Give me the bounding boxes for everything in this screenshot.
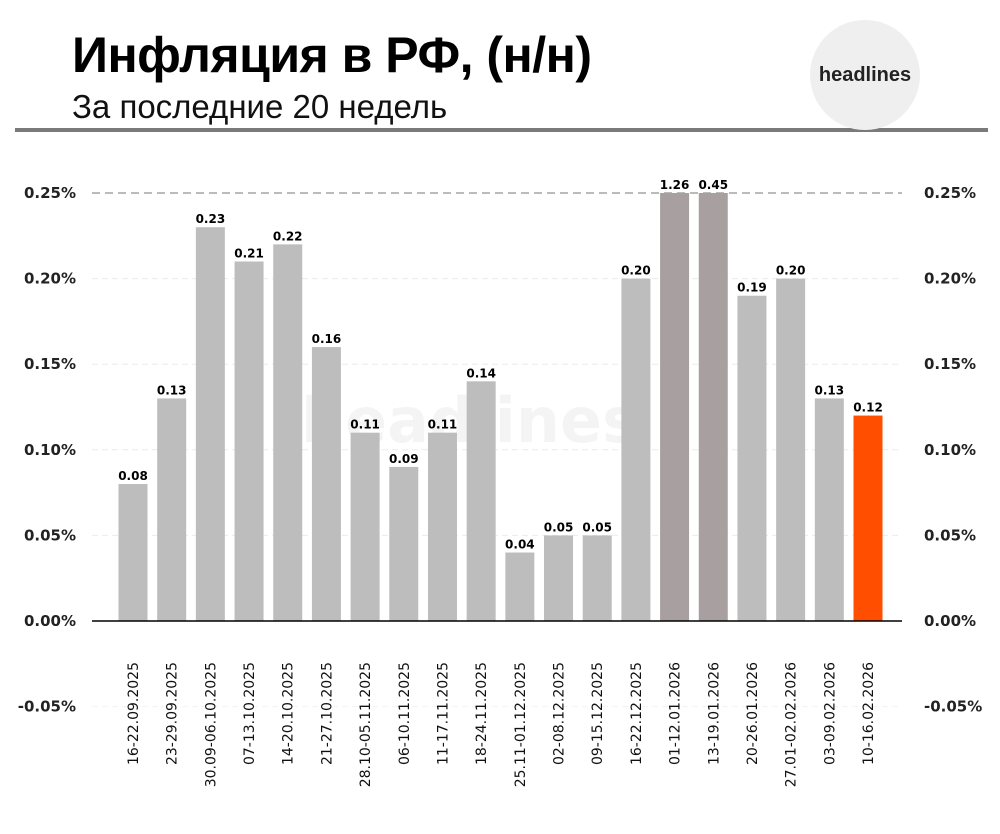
data-label: 0.11 [350, 418, 380, 432]
y-tick-label-left: 0.15% [24, 355, 76, 373]
data-label: 0.20 [621, 264, 651, 278]
x-tick-label: 10-16.02.2026 [861, 662, 877, 765]
y-tick-label-left: 0.00% [24, 612, 76, 630]
x-tick-label: 20-26.01.2026 [745, 662, 761, 765]
x-tick-label: 25.11-01.12.2025 [513, 662, 529, 787]
data-label: 0.14 [466, 366, 496, 380]
x-tick-label: 27.01-02.02.2026 [784, 662, 800, 787]
bar [582, 535, 612, 621]
y-tick-label-right: -0.05% [924, 698, 982, 716]
y-tick-label-left: 0.10% [24, 441, 76, 459]
x-tick-label: 23-29.09.2025 [165, 662, 181, 765]
data-label: 0.13 [157, 383, 187, 397]
x-tick-label: 14-20.10.2025 [281, 662, 297, 765]
y-tick-label-left: 0.05% [24, 526, 76, 544]
page-subtitle: За последние 20 недель [72, 88, 448, 125]
bar [505, 552, 535, 621]
x-tick-label: 07-13.10.2025 [242, 662, 258, 765]
data-label: 0.09 [389, 452, 419, 466]
data-label: 0.12 [853, 401, 883, 415]
bar [544, 535, 574, 621]
bar [427, 432, 457, 621]
data-label: 0.04 [505, 538, 535, 552]
x-tick-label: 16-22.12.2025 [629, 662, 645, 765]
y-tick-label-right: 0.10% [924, 441, 976, 459]
data-label: 0.05 [544, 520, 574, 534]
data-label: 0.23 [196, 212, 226, 226]
x-tick-label: 09-15.12.2025 [590, 662, 606, 765]
bar [350, 432, 380, 621]
x-tick-label: 02-08.12.2025 [552, 662, 568, 765]
y-tick-label-right: 0.20% [924, 270, 976, 288]
data-label: 0.45 [698, 178, 728, 192]
bar [698, 193, 728, 621]
y-tick-label-left: 0.25% [24, 184, 76, 202]
bar [195, 227, 225, 622]
y-tick-label-right: 0.05% [924, 526, 976, 544]
bar [389, 466, 419, 621]
bar [273, 244, 303, 622]
page-title: Инфляция в РФ, (н/н) [72, 27, 592, 83]
data-label: 1.26 [660, 178, 690, 192]
data-label: 0.21 [234, 246, 264, 260]
data-label: 0.22 [273, 229, 303, 243]
data-label: 0.19 [737, 281, 767, 295]
bar [118, 484, 148, 621]
y-tick-label-left: 0.20% [24, 270, 76, 288]
y-tick-label-right: 0.25% [924, 184, 976, 202]
bar [311, 347, 341, 621]
x-tick-label: 28.10-05.11.2025 [358, 662, 374, 787]
bar [157, 398, 187, 621]
bar [621, 278, 651, 621]
y-tick-label-left: -0.05% [18, 698, 76, 716]
x-tick-label: 06-10.11.2025 [397, 662, 413, 765]
y-tick-label-right: 0.00% [924, 612, 976, 630]
header-divider [15, 128, 988, 132]
data-label: 0.11 [428, 418, 458, 432]
bar [234, 261, 264, 621]
data-label: 0.16 [312, 332, 342, 346]
x-tick-label: 30.09-06.10.2025 [203, 662, 219, 787]
x-tick-label: 13-19.01.2026 [706, 662, 722, 765]
data-label: 0.05 [582, 520, 612, 534]
x-tick-label: 03-09.02.2026 [822, 662, 838, 765]
bar [853, 415, 883, 621]
data-label: 0.13 [815, 383, 845, 397]
bar [660, 193, 690, 621]
x-tick-label: 18-24.11.2025 [474, 662, 490, 765]
headlines-logo: headlines [810, 20, 920, 130]
x-tick-label: 16-22.09.2025 [126, 662, 142, 765]
bar [776, 278, 806, 621]
data-label: 0.20 [776, 264, 806, 278]
bar [466, 381, 496, 621]
y-tick-label-right: 0.15% [924, 355, 976, 373]
bar [814, 398, 844, 621]
data-label: 0.08 [118, 469, 148, 483]
bar [737, 295, 767, 621]
x-tick-label: 21-27.10.2025 [319, 662, 335, 765]
x-tick-label: 01-12.01.2026 [668, 662, 684, 765]
x-tick-label: 11-17.11.2025 [435, 662, 451, 765]
